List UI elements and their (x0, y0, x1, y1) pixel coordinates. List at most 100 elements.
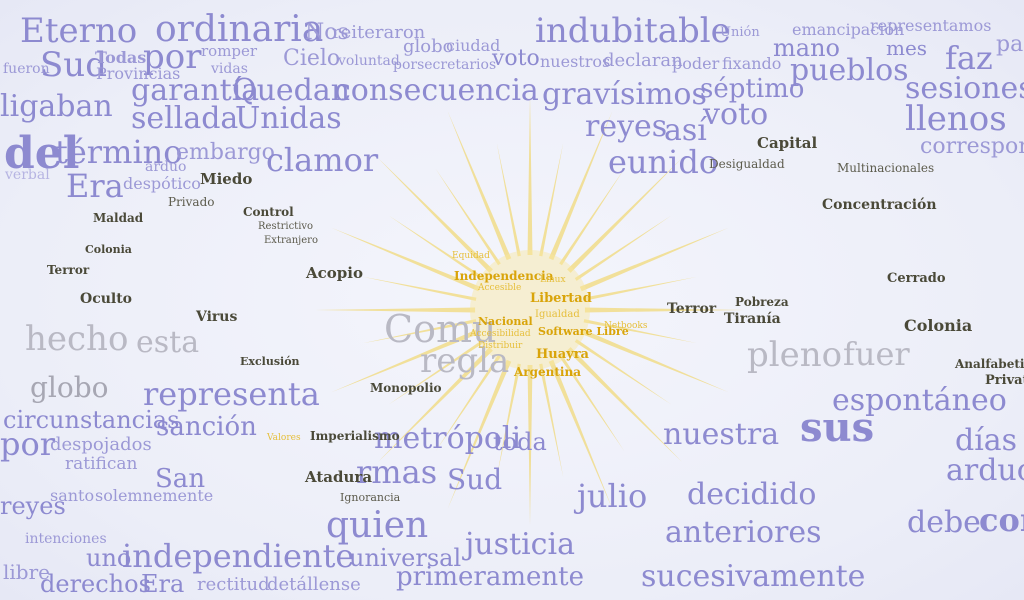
word: metrópoli (374, 421, 522, 456)
word: reyes (585, 109, 668, 144)
word: Huayra (536, 347, 589, 362)
word: días (955, 423, 1018, 458)
word: Atadura (305, 468, 373, 486)
word: Netbooks (604, 321, 648, 331)
word: sucesivamente (641, 559, 866, 594)
sun-ray (539, 363, 564, 477)
word: Libertad (530, 291, 592, 306)
sun-ray (435, 354, 501, 452)
sun-ray (447, 359, 512, 509)
word: Exclusión (240, 355, 300, 368)
word: Ignorancia (340, 491, 401, 504)
word: Independencia (454, 269, 554, 283)
sun-ray (527, 364, 533, 525)
word: intenciones (25, 531, 107, 547)
word: ordinaria (155, 9, 324, 50)
word: fuer (843, 335, 910, 373)
sun-ray (583, 276, 697, 301)
word: Terror (667, 301, 717, 317)
word: Concentración (822, 197, 937, 213)
word: Cielo (283, 46, 341, 71)
word: debe (907, 505, 981, 540)
word: ratifican (65, 454, 138, 474)
word: llenos (905, 99, 1007, 139)
word: Multinacionales (837, 161, 935, 175)
sun-ray (579, 227, 729, 292)
sun-ray (435, 168, 501, 266)
word: Privado (168, 195, 215, 209)
word: eunido (608, 143, 719, 181)
word: representamos (870, 16, 992, 35)
word: Cerrado (887, 271, 946, 286)
word: julio (577, 477, 648, 515)
word: esta (136, 325, 200, 360)
word: justicia (465, 527, 575, 562)
word: Virus (196, 309, 238, 325)
word: país (996, 32, 1024, 57)
word: Provincias (96, 64, 181, 83)
word: gravísimos (542, 77, 707, 112)
sun-ray (496, 363, 521, 477)
word: Accesible (478, 283, 522, 293)
word: Unidas (235, 101, 342, 136)
word: decidido (687, 477, 817, 512)
word: Extranjero (264, 235, 318, 246)
sun-ray (447, 111, 512, 261)
word: reiteraron (332, 22, 426, 43)
word: emancipación (792, 20, 905, 39)
word: derechos (40, 570, 151, 598)
sun-ray (567, 347, 683, 463)
word: Monopolio (370, 381, 442, 395)
word: Nos (305, 20, 349, 45)
word: Era (66, 167, 124, 205)
word: Control (243, 205, 294, 219)
word: Capital (757, 134, 818, 152)
sun-ray (574, 215, 672, 281)
word: regla (420, 341, 510, 381)
word: fueron (3, 61, 50, 77)
word: Igualdad (535, 309, 580, 320)
word: mano (773, 34, 840, 62)
sun-ray (574, 339, 672, 405)
sun-ray (567, 157, 683, 273)
word: nuestra (663, 417, 780, 452)
word: faz (945, 39, 993, 77)
word: clamor (266, 141, 379, 179)
word: Distribuir (478, 341, 523, 351)
word: libre (3, 560, 50, 584)
word: despótico (123, 174, 201, 193)
word: Desigualdad (709, 157, 785, 171)
sun-ray (331, 328, 481, 393)
sun-ray (579, 328, 729, 393)
word: santo (50, 486, 95, 505)
sun-ray (559, 354, 625, 452)
word: sellada (131, 101, 239, 136)
word: rectitud (197, 574, 270, 595)
sun-ray (548, 111, 613, 261)
word: despojados (50, 434, 152, 455)
sun-ray (363, 276, 477, 301)
word: por (0, 425, 56, 463)
word: sesiones (905, 71, 1024, 106)
word: Miedo (200, 170, 253, 188)
word: Linux (540, 275, 566, 285)
word: pueblos (790, 53, 909, 88)
word: verbal (5, 167, 50, 183)
word: hecho (25, 319, 129, 359)
word: Accesibilidad (470, 329, 531, 339)
word: garantía (131, 73, 260, 108)
sun-ray (539, 143, 564, 257)
word: uno (86, 544, 132, 572)
word: Software Libre (538, 325, 629, 338)
word: Tiranía (724, 311, 781, 327)
word: rmas (356, 453, 438, 491)
word: término (55, 133, 183, 171)
word: Argentina (514, 365, 581, 379)
word: reyes (0, 492, 66, 520)
sun-ray (584, 307, 745, 313)
word: Sud (447, 463, 503, 496)
sun-ray (315, 307, 476, 313)
word: así (664, 113, 707, 148)
sun-ray (496, 143, 521, 257)
